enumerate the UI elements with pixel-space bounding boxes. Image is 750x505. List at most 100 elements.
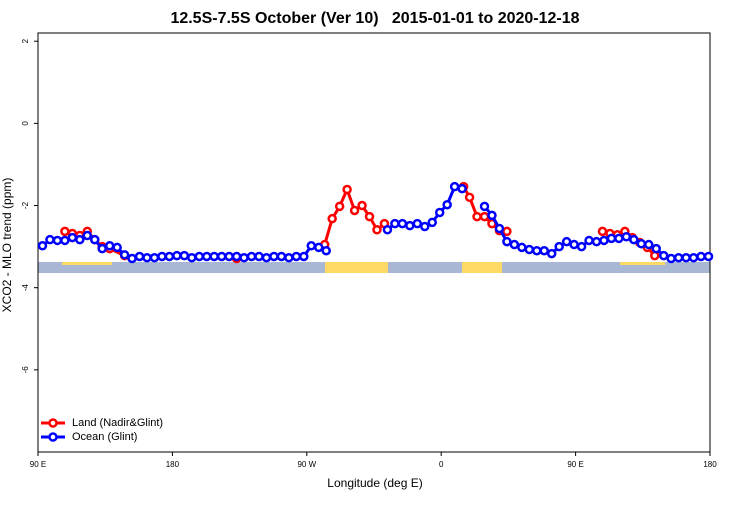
point	[584, 235, 594, 246]
point	[597, 226, 608, 237]
point	[179, 250, 190, 261]
point	[696, 251, 706, 262]
point	[60, 226, 70, 237]
point	[449, 181, 460, 192]
point	[397, 218, 408, 229]
point	[554, 241, 564, 252]
point	[681, 252, 691, 263]
legend-label: Ocean (Glint)	[72, 431, 137, 443]
point	[246, 251, 257, 262]
y-tick-label: -6	[21, 366, 30, 374]
point	[576, 241, 587, 252]
point	[127, 253, 137, 264]
point	[37, 241, 48, 251]
point	[349, 205, 360, 216]
point	[119, 250, 130, 260]
x-axis-label: Longitude (deg E)	[327, 476, 422, 490]
point	[629, 234, 639, 245]
point	[291, 251, 302, 262]
point	[644, 239, 654, 250]
x-tick-label: 180	[166, 460, 180, 469]
point	[89, 234, 100, 245]
land-block	[325, 262, 388, 273]
x-tick-label: 180	[703, 460, 717, 469]
point	[517, 242, 527, 253]
point	[666, 253, 676, 264]
point	[591, 236, 602, 247]
point	[149, 252, 160, 263]
x-tick-label: 90 E	[30, 460, 46, 469]
point	[97, 243, 107, 254]
point	[82, 230, 93, 241]
point	[67, 232, 78, 243]
point	[614, 233, 624, 244]
point	[194, 251, 205, 262]
point	[239, 252, 249, 263]
series-line	[41, 184, 709, 261]
legend-marker	[48, 418, 58, 428]
point	[658, 250, 669, 261]
point	[569, 239, 579, 250]
point	[313, 242, 324, 253]
point	[606, 233, 617, 244]
point	[187, 252, 197, 263]
point	[479, 211, 490, 222]
y-tick-label: 0	[21, 121, 30, 126]
y-tick-label: 2	[21, 38, 30, 43]
point	[269, 251, 279, 262]
point	[546, 248, 557, 259]
point	[276, 251, 287, 262]
point	[405, 220, 415, 231]
y-axis-label: XCO2 - MLO trend (ppm)	[0, 178, 14, 313]
plot-frame	[37, 32, 711, 453]
point	[45, 234, 55, 245]
y-tick-label: -4	[21, 284, 30, 292]
land-mask	[38, 262, 710, 273]
point	[651, 243, 661, 254]
point	[172, 250, 182, 261]
point	[561, 236, 572, 247]
point	[539, 245, 549, 256]
point	[306, 241, 317, 251]
point	[364, 211, 375, 222]
point	[52, 235, 63, 246]
point	[60, 235, 70, 246]
point	[327, 213, 337, 224]
point	[502, 226, 512, 237]
point	[420, 221, 430, 232]
point	[412, 218, 423, 229]
point	[472, 211, 482, 222]
x-tick-label: 0	[439, 460, 444, 469]
point	[254, 251, 264, 262]
point	[427, 217, 437, 228]
land-block	[462, 262, 502, 273]
point	[382, 225, 393, 235]
point	[494, 223, 505, 234]
land-block	[62, 262, 112, 265]
chart-title: 12.5S-7.5S October (Ver 10) 2015-01-01 t…	[170, 10, 579, 27]
point	[357, 200, 367, 211]
point	[231, 251, 242, 262]
legend-marker	[48, 432, 58, 442]
point	[261, 252, 272, 263]
point	[479, 201, 490, 212]
point	[142, 252, 152, 263]
point	[442, 199, 452, 210]
point	[372, 225, 382, 235]
point	[621, 231, 632, 242]
point	[703, 251, 714, 262]
point	[216, 251, 227, 262]
point	[75, 234, 85, 245]
point	[342, 184, 352, 195]
point	[524, 244, 535, 255]
y-tick-label: -2	[21, 201, 30, 209]
point	[104, 241, 115, 251]
point	[284, 252, 294, 263]
point	[112, 242, 122, 253]
point	[157, 251, 167, 262]
point	[502, 236, 512, 247]
land-block	[620, 262, 665, 265]
point	[599, 235, 609, 246]
point	[464, 192, 475, 203]
